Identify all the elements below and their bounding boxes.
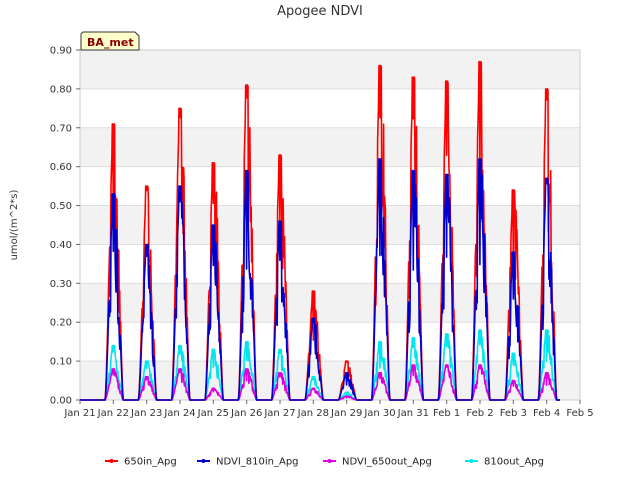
badge-label: BA_met: [87, 36, 134, 49]
chart-title: Apogee NDVI: [277, 4, 363, 19]
grid-band: [80, 50, 580, 89]
y-axis-label: umol/(m^2*s): [9, 189, 20, 260]
x-tick-label: Jan 29: [330, 408, 362, 419]
x-tick-label: Jan 25: [197, 408, 229, 419]
x-tick-label: Jan 22: [97, 408, 129, 419]
y-tick-label: 0.90: [50, 46, 72, 57]
legend-label: NDVI_650out_Apg: [342, 457, 432, 468]
series-line-ndvi-810in-apg: [80, 158, 560, 401]
grid-bands: [80, 50, 580, 400]
legend-marker: [469, 459, 474, 463]
site-badge: BA_met: [80, 31, 140, 51]
x-tick-label: Feb 1: [433, 408, 460, 419]
grid-band: [80, 127, 580, 167]
x-axis-ticks: Jan 21 Jan 22 Jan 23 Jan 24 Jan 25 Jan 26 Jan …: [63, 400, 594, 419]
x-tick-label: Jan 27: [263, 408, 295, 419]
legend-label: 810out_Apg: [484, 457, 544, 468]
y-tick-label: 0.50: [50, 201, 72, 212]
x-tick-label: Feb 2: [466, 408, 493, 419]
x-tick-label: Jan 23: [130, 408, 162, 419]
legend-label: NDVI_810in_Apg: [216, 457, 299, 468]
legend-marker: [327, 459, 332, 463]
x-tick-label: Jan 21: [63, 408, 95, 419]
legend-label: 650in_Apg: [124, 457, 177, 468]
legend: 650in_Apg NDVI_810in_Apg NDVI_650out_Apg 81…: [105, 457, 544, 468]
x-tick-label: Jan 31: [397, 408, 429, 419]
y-tick-label: 0.70: [50, 123, 72, 134]
badge-shape: [80, 31, 140, 51]
grid-band: [80, 283, 580, 323]
grid-band: [80, 361, 580, 400]
y-tick-label: 0.60: [50, 162, 72, 173]
x-tick-label: Feb 3: [500, 408, 527, 419]
y-tick-label: 0.20: [50, 318, 72, 329]
y-tick-label: 0.10: [50, 357, 72, 368]
legend-marker: [109, 459, 114, 463]
x-tick-label: Jan 26: [230, 408, 262, 419]
y-axis-ticks: 0.00 0.10 0.20 0.30 0.40 0.50 0.60 0.70 0.80 0.90: [50, 46, 80, 407]
x-tick-label: Jan 24: [163, 408, 195, 419]
y-tick-label: 0.40: [50, 240, 72, 251]
series-layer: [80, 60, 560, 401]
y-tick-label: 0.00: [50, 396, 72, 407]
x-tick-label: Jan 28: [297, 408, 329, 419]
grid-band: [80, 205, 580, 245]
x-tick-label: Feb 5: [566, 408, 593, 419]
x-tick-label: Feb 4: [533, 408, 560, 419]
y-tick-label: 0.30: [50, 279, 72, 290]
x-tick-label: Jan 30: [363, 408, 395, 419]
y-tick-label: 0.80: [50, 84, 72, 95]
legend-marker: [201, 459, 206, 463]
